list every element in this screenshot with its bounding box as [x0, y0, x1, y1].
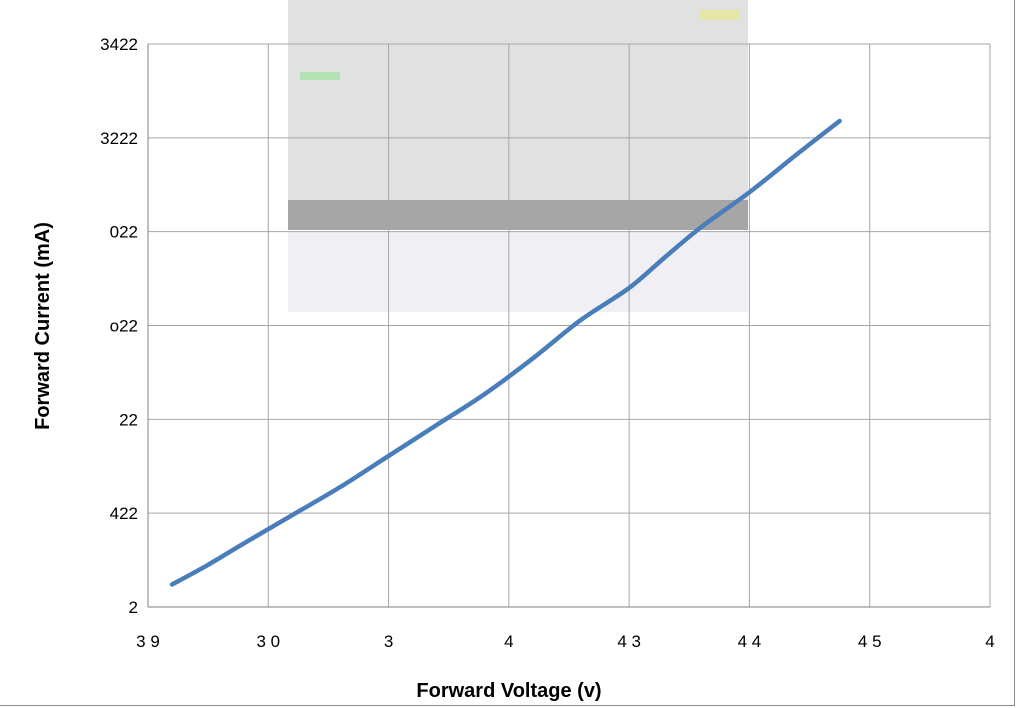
- x-axis-tick-labels: 3 9 3 0 3 4 4 3 4 4 4 5 4: [136, 632, 995, 651]
- x-tick-label: 4: [504, 632, 513, 651]
- gridlines: [147, 43, 991, 608]
- scan-artifact-image: [288, 0, 748, 312]
- y-axis-title: Forward Current (mA): [32, 222, 54, 430]
- x-tick-label: 4: [985, 632, 994, 651]
- x-tick-label: 4 3: [617, 632, 641, 651]
- y-tick-label: 2: [129, 598, 138, 617]
- y-axis-tick-labels: 2 422 22 o22 022 3222 3422: [100, 35, 138, 617]
- series-line: [169, 118, 842, 587]
- axes: [147, 44, 990, 608]
- x-tick-label: 3 9: [136, 632, 160, 651]
- y-tick-label: 22: [119, 410, 138, 429]
- y-tick-label: 3422: [100, 35, 138, 54]
- x-tick-label: 4 4: [738, 632, 762, 651]
- x-axis-title: Forward Voltage (v): [416, 680, 601, 702]
- y-tick-label: 3222: [100, 129, 138, 148]
- y-tick-label: 022: [110, 223, 138, 242]
- y-tick-label: 422: [110, 504, 138, 523]
- y-tick-label: o22: [110, 317, 138, 336]
- x-tick-label: 3 0: [256, 632, 280, 651]
- x-tick-label: 4 5: [858, 632, 882, 651]
- data-series: [169, 118, 842, 587]
- x-tick-label: 3: [384, 632, 393, 651]
